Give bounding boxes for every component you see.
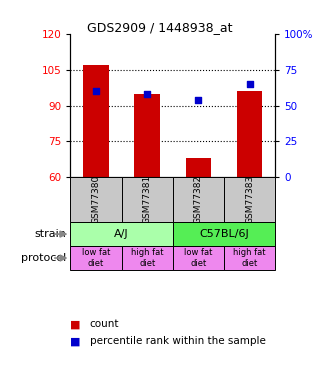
Point: [196, 97, 201, 103]
Text: high fat
diet: high fat diet: [131, 248, 164, 268]
Bar: [70, 222, 173, 246]
Text: C57BL/6J: C57BL/6J: [199, 229, 249, 239]
Bar: [186, 158, 211, 177]
Point: [93, 88, 99, 94]
Bar: [237, 91, 262, 177]
Text: GSM77382: GSM77382: [194, 175, 203, 224]
Text: count: count: [90, 320, 119, 329]
Bar: [173, 177, 224, 222]
Text: percentile rank within the sample: percentile rank within the sample: [90, 336, 266, 346]
Bar: [224, 246, 275, 270]
Text: GSM77381: GSM77381: [143, 175, 152, 224]
Bar: [70, 246, 122, 270]
Bar: [83, 65, 109, 177]
Text: strain: strain: [35, 229, 66, 239]
Text: protocol: protocol: [21, 253, 66, 263]
Text: GDS2909 / 1448938_at: GDS2909 / 1448938_at: [87, 21, 233, 34]
Text: GSM77383: GSM77383: [245, 175, 254, 224]
Text: ■: ■: [70, 336, 81, 346]
Bar: [173, 246, 224, 270]
Bar: [173, 222, 275, 246]
Point: [247, 81, 252, 87]
Bar: [224, 177, 275, 222]
Bar: [70, 177, 122, 222]
Text: GSM77380: GSM77380: [92, 175, 100, 224]
Bar: [122, 177, 173, 222]
Bar: [122, 246, 173, 270]
Text: ■: ■: [70, 320, 81, 329]
Text: high fat
diet: high fat diet: [233, 248, 266, 268]
Text: A/J: A/J: [114, 229, 129, 239]
Bar: [134, 94, 160, 177]
Text: low fat
diet: low fat diet: [184, 248, 212, 268]
Point: [145, 91, 150, 97]
Text: low fat
diet: low fat diet: [82, 248, 110, 268]
